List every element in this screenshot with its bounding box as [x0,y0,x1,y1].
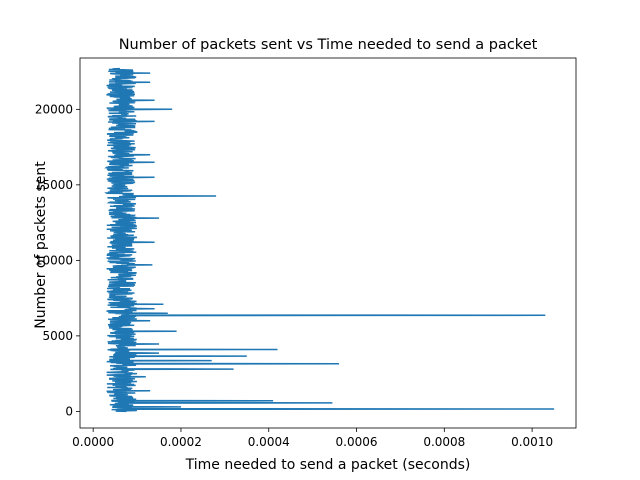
y-axis-label: Number of packets sent [33,161,49,329]
plot-area [104,67,555,413]
y-tick-label: 5000 [42,329,73,343]
chart-title: Number of packets sent vs Time needed to… [119,37,538,53]
x-tick-label: 0.0000 [72,435,114,449]
x-tick-label: 0.0006 [336,435,378,449]
plot-frame [79,57,577,429]
x-tick-label: 0.0010 [511,435,553,449]
y-tick-label: 15000 [35,178,73,192]
series-line [104,67,555,413]
y-tick-label: 20000 [35,102,73,116]
x-tick-label: 0.0008 [423,435,465,449]
x-axis-label: Time needed to send a packet (seconds) [185,457,471,473]
x-tick-label: 0.0002 [160,435,202,449]
axes: 0.0000 0.0002 0.0004 0.0006 0.0008 0.0010 0 500… [35,57,577,449]
y-tick-label: 0 [65,404,73,418]
y-tick-label: 10000 [35,253,73,267]
x-tick-label: 0.0004 [248,435,290,449]
